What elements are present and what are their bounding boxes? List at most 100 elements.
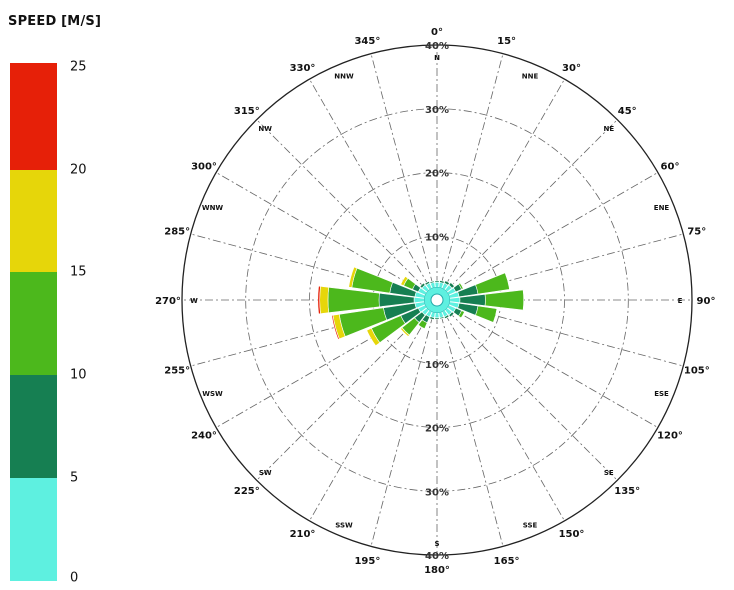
angle-label-15: 15°	[497, 36, 516, 47]
wind-rose-petals	[317, 266, 524, 347]
angle-label-285: 285°	[164, 226, 190, 237]
angle-label-30: 30°	[562, 63, 581, 74]
compass-label-e: E	[678, 297, 683, 305]
spoke-225	[256, 299, 438, 481]
petal-0-bin-5-10	[434, 280, 440, 283]
legend-bin-15-20	[10, 170, 57, 272]
petal-315-bin-5-10	[419, 282, 426, 289]
angle-label-270: 270°	[155, 296, 181, 307]
angle-label-195: 195°	[354, 556, 380, 567]
calm-center	[430, 293, 444, 307]
angle-label-135: 135°	[614, 486, 640, 497]
petal-15-bin-5-10	[439, 280, 445, 284]
angle-label-300: 300°	[191, 162, 217, 173]
spoke-165	[436, 299, 504, 547]
legend-bin-0-5	[10, 478, 57, 581]
petal-195-bin-5-10	[429, 316, 435, 320]
angle-label-225: 225°	[234, 486, 260, 497]
spoke-45	[436, 119, 618, 301]
spoke-150	[436, 299, 565, 522]
compass-label-ese: ESE	[654, 390, 669, 398]
petal-285-bin-15-20	[348, 266, 358, 288]
petal-150-bin-5-10	[443, 314, 450, 320]
legend-bin-10-15	[10, 272, 57, 375]
legend-bin-20-25	[10, 63, 57, 170]
petal-75-bin-10-15	[475, 272, 510, 295]
ring-20%	[309, 172, 565, 428]
compass-label-ene: ENE	[654, 204, 670, 212]
speed-color-scale	[10, 63, 57, 581]
spoke-315	[256, 119, 438, 301]
polar-labels: 10% 10% 20% 20% 30% 30% 40% 40% 0° 15° 30° 45° 60° 75…	[155, 27, 715, 576]
spoke-135	[436, 299, 618, 481]
spoke-300	[215, 172, 438, 301]
angle-label-255: 255°	[164, 366, 190, 377]
petal-0-bin-0-5	[434, 281, 440, 288]
petal-135-bin-5-10	[448, 311, 455, 318]
angle-label-45: 45°	[618, 106, 637, 117]
spoke-285	[190, 233, 438, 301]
petal-45-bin-10-15	[450, 281, 456, 287]
angle-label-150: 150°	[559, 529, 585, 540]
radial-label-n-10%: 10%	[425, 232, 449, 243]
radial-label-n-20%: 20%	[425, 169, 449, 180]
compass-label-nne: NNE	[522, 73, 539, 81]
angle-label-120: 120°	[657, 431, 683, 442]
compass-label-ssw: SSW	[335, 522, 353, 530]
petal-60-bin-10-15	[458, 282, 464, 290]
angle-label-90: 90°	[697, 296, 716, 307]
radial-label-s-30%: 30%	[425, 487, 449, 498]
compass-label-ne: NE	[603, 125, 614, 133]
angle-label-60: 60°	[661, 162, 680, 173]
petal-270-bin-10-15	[327, 286, 380, 314]
legend-tick-20: 20	[70, 162, 87, 178]
compass-label-nw: NW	[258, 125, 272, 133]
radial-label-s-40%: 40%	[425, 551, 449, 562]
petal-165-bin-5-10	[439, 316, 445, 320]
radial-label-n-40%: 40%	[425, 41, 449, 52]
compass-label-sw: SW	[259, 469, 272, 477]
petal-210-bin-10-15	[417, 319, 428, 330]
spoke-255	[190, 299, 438, 367]
compass-label-wsw: WSW	[202, 390, 223, 398]
radial-label-n-30%: 30%	[425, 105, 449, 116]
compass-label-wnw: WNW	[202, 204, 224, 212]
angle-label-165: 165°	[494, 556, 520, 567]
legend-tick-15: 15	[70, 264, 87, 280]
legend-tick-5: 5	[70, 470, 79, 486]
ring-30%	[245, 108, 629, 492]
legend-bin-5-10	[10, 375, 57, 478]
legend-tick-10: 10	[70, 367, 87, 383]
compass-label-se: SE	[604, 469, 614, 477]
angle-label-240: 240°	[191, 431, 217, 442]
polar-grid	[181, 44, 693, 556]
petal-180-bin-5-10	[434, 317, 440, 320]
petal-330-bin-5-10	[424, 280, 431, 286]
petal-255-bin-20-25	[331, 314, 340, 340]
compass-label-sse: SSE	[523, 522, 538, 530]
spoke-30	[436, 78, 565, 301]
angle-label-210: 210°	[290, 529, 316, 540]
angle-label-315: 315°	[234, 106, 260, 117]
compass-label-s: S	[434, 540, 439, 548]
spoke-195	[370, 299, 438, 547]
spoke-210	[309, 299, 438, 522]
spoke-60	[436, 172, 659, 301]
petal-285-bin-10-15	[351, 267, 393, 294]
outer-ring	[181, 44, 693, 556]
spoke-75	[436, 233, 684, 301]
compass-label-n: N	[434, 54, 440, 62]
spoke-240	[215, 299, 438, 428]
petal-180-bin-0-5	[434, 312, 440, 319]
petal-30-bin-5-10	[443, 280, 451, 286]
petal-105-bin-10-15	[475, 305, 498, 323]
spoke-105	[436, 299, 684, 367]
legend-title: SPEED [M/S]	[8, 14, 102, 29]
angle-label-0: 0°	[431, 27, 443, 38]
angle-label-180: 180°	[424, 565, 450, 576]
spoke-120	[436, 299, 659, 428]
angle-label-330: 330°	[290, 63, 316, 74]
petal-270-bin-15-20	[319, 285, 330, 315]
spoke-330	[309, 78, 438, 301]
legend-tick-0: 0	[70, 570, 79, 586]
